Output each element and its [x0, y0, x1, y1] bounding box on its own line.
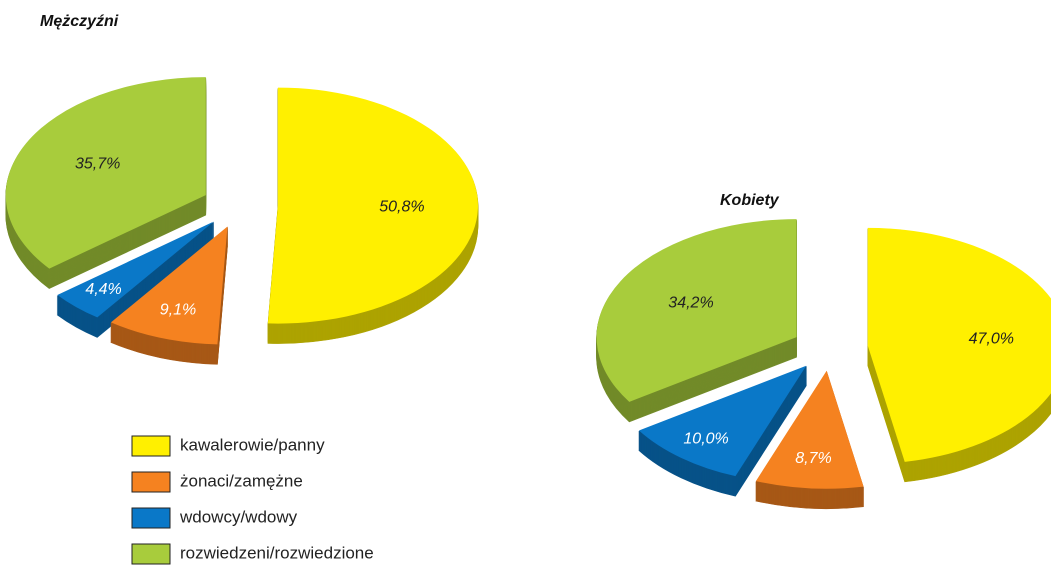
- slice: [596, 219, 797, 402]
- legend-label: wdowcy/wdowy: [179, 507, 298, 526]
- chart-title: Mężczyźni: [40, 13, 119, 30]
- slice: [638, 365, 807, 477]
- slice: [57, 221, 214, 318]
- value-label: 4,4%: [85, 281, 121, 298]
- value-label: 47,0%: [969, 330, 1014, 347]
- legend-label: kawalerowie/panny: [180, 435, 325, 454]
- slice: [267, 87, 478, 324]
- value-label: 34,2%: [668, 295, 713, 312]
- legend-swatch: [131, 507, 171, 529]
- chart-title: Kobiety: [720, 192, 780, 209]
- legend-swatch: [131, 435, 171, 457]
- value-label: 8,7%: [795, 450, 831, 467]
- value-label: 35,7%: [75, 156, 120, 173]
- slice: [5, 77, 206, 269]
- value-label: 10,0%: [683, 431, 728, 448]
- legend-label: żonaci/zamężne: [180, 471, 303, 490]
- legend-swatch: [131, 471, 171, 493]
- slice: [110, 226, 228, 345]
- slice: [755, 370, 864, 489]
- legend-swatch: [131, 543, 171, 565]
- value-label: 9,1%: [160, 301, 196, 318]
- value-label: 50,8%: [379, 199, 424, 216]
- slice: [867, 227, 1051, 462]
- legend-label: rozwiedzeni/rozwiedzione: [180, 543, 374, 562]
